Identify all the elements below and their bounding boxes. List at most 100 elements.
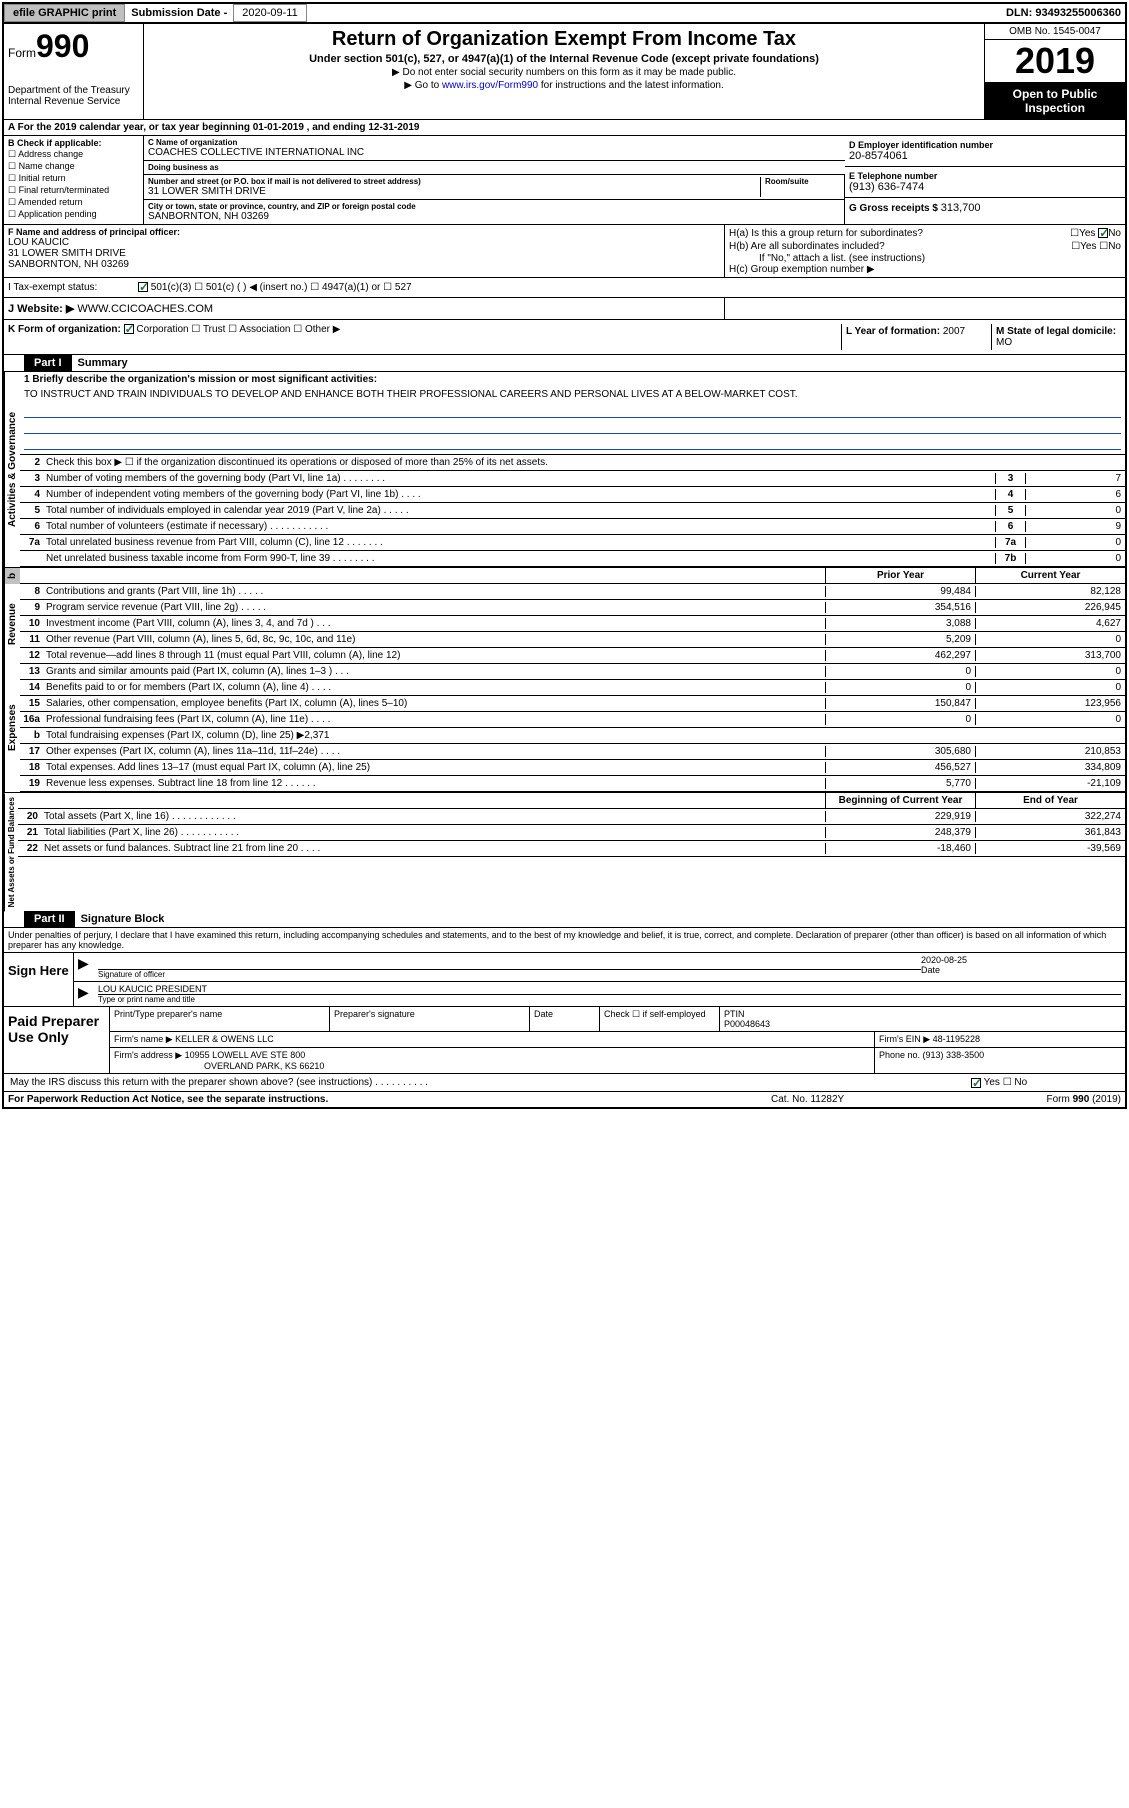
hc-block — [725, 298, 1125, 319]
sign-here-label: Sign Here — [4, 953, 74, 1006]
tax-year: 2019 — [985, 40, 1125, 83]
open-public-badge: Open to Public Inspection — [985, 83, 1125, 119]
summary-line: 16aProfessional fundraising fees (Part I… — [20, 712, 1125, 728]
tax-status-opt[interactable]: ☐ 4947(a)(1) or — [310, 282, 383, 293]
submission-date: 2020-09-11 — [233, 4, 306, 22]
efile-button[interactable]: efile GRAPHIC print — [4, 4, 125, 22]
summary-line: Net unrelated business taxable income fr… — [20, 551, 1125, 567]
summary-line: 12Total revenue—add lines 8 through 11 (… — [20, 648, 1125, 664]
paid-preparer-label: Paid Preparer Use Only — [4, 1007, 109, 1073]
mission-block: 1 Briefly describe the organization's mi… — [20, 372, 1125, 455]
officer-name: LOU KAUCIC — [8, 237, 720, 248]
summary-line: 17Other expenses (Part IX, column (A), l… — [20, 744, 1125, 760]
phone: (913) 636-7474 — [849, 181, 1121, 193]
summary-line: 18Total expenses. Add lines 13–17 (must … — [20, 760, 1125, 776]
firm-ein: 48-1195228 — [933, 1034, 980, 1044]
checkbox-b-item[interactable]: ☐ Address change — [8, 149, 139, 160]
year-headers: Prior Year Current Year — [20, 568, 1125, 584]
ptin: P00048643 — [724, 1019, 770, 1029]
form-org-opt[interactable]: ☐ Trust — [191, 324, 228, 335]
form-title: Return of Organization Exempt From Incom… — [148, 28, 980, 51]
arrow-icon: ▶ — [78, 984, 98, 1004]
section-b-checkboxes: B Check if applicable: ☐ Address change☐… — [4, 136, 144, 224]
dln: DLN: 93493255006360 — [1006, 7, 1125, 19]
mission-text: TO INSTRUCT AND TRAIN INDIVIDUALS TO DEV… — [24, 389, 1121, 400]
form-prefix: Form — [8, 46, 36, 60]
ein-block: D Employer identification number 20-8574… — [845, 136, 1125, 167]
declaration: Under penalties of perjury, I declare th… — [4, 928, 1125, 952]
summary-line: 6Total number of volunteers (estimate if… — [20, 519, 1125, 535]
summary-line: bTotal fundraising expenses (Part IX, co… — [20, 728, 1125, 744]
tax-status-opt[interactable]: 501(c)(3) — [138, 282, 194, 293]
org-name-block: C Name of organization COACHES COLLECTIV… — [144, 136, 845, 161]
summary-line: 14Benefits paid to or for members (Part … — [20, 680, 1125, 696]
section-h: H(a) Is this a group return for subordin… — [725, 225, 1125, 277]
netassets-label: Net Assets or Fund Balances — [4, 793, 18, 911]
website: WWW.CCICOACHES.COM — [77, 303, 213, 315]
form-subtitle: Under section 501(c), 527, or 4947(a)(1)… — [148, 53, 980, 65]
note-link: ▶ Go to www.irs.gov/Form990 for instruct… — [148, 80, 980, 91]
website-block: J Website: ▶ WWW.CCICOACHES.COM — [4, 298, 725, 319]
year-formation: L Year of formation: 2007 — [841, 324, 991, 350]
summary-line: 4Number of independent voting members of… — [20, 487, 1125, 503]
form-org-opt[interactable]: ☐ Association — [228, 324, 293, 335]
part2-header: Part II Signature Block — [4, 911, 1125, 928]
balance-headers: Beginning of Current Year End of Year — [18, 793, 1125, 809]
ein: 20-8574061 — [849, 150, 1121, 162]
summary-line: 3Number of voting members of the governi… — [20, 471, 1125, 487]
topbar: efile GRAPHIC print Submission Date - 20… — [4, 4, 1125, 24]
part1-header: Part I Summary — [4, 355, 1125, 372]
form-org-block: K Form of organization: Corporation ☐ Tr… — [8, 324, 841, 350]
checkbox-b-item[interactable]: ☐ Final return/terminated — [8, 185, 139, 196]
state-domicile: M State of legal domicile:MO — [991, 324, 1121, 350]
form-header: Form990 Department of the Treasury Inter… — [4, 24, 1125, 120]
hb-no-check — [1098, 228, 1108, 238]
officer-printed-name: LOU KAUCIC PRESIDENT — [98, 984, 1121, 994]
form-org-opt[interactable]: Corporation — [124, 324, 192, 335]
checkbox-b-item[interactable]: ☐ Initial return — [8, 173, 139, 184]
officer-block: F Name and address of principal officer:… — [4, 225, 725, 277]
org-name: COACHES COLLECTIVE INTERNATIONAL INC — [148, 147, 841, 158]
firm-phone: (913) 338-3500 — [923, 1050, 985, 1060]
checkbox-b-item[interactable]: ☐ Application pending — [8, 209, 139, 220]
street-addr: 31 LOWER SMITH DRIVE — [148, 186, 760, 197]
tax-status-row: I Tax-exempt status: 501(c)(3) ☐ 501(c) … — [4, 278, 1125, 298]
gross-receipts: G Gross receipts $ 313,700 — [845, 198, 1125, 218]
summary-line: 13Grants and similar amounts paid (Part … — [20, 664, 1125, 680]
dept-treasury: Department of the Treasury Internal Reve… — [8, 85, 139, 107]
firm-addr: 10955 LOWELL AVE STE 800 — [185, 1050, 306, 1060]
line-2: 2Check this box ▶ ☐ if the organization … — [20, 455, 1125, 471]
sig-date: 2020-08-25 — [921, 955, 1121, 965]
discuss-row: May the IRS discuss this return with the… — [4, 1074, 1125, 1092]
note-ssn: ▶ Do not enter social security numbers o… — [148, 67, 980, 78]
form-number: 990 — [36, 28, 89, 64]
tax-status-opt[interactable]: ☐ 501(c) ( ) ◀ (insert no.) — [194, 282, 310, 293]
summary-line: 8Contributions and grants (Part VIII, li… — [20, 584, 1125, 600]
irs-link[interactable]: www.irs.gov/Form990 — [442, 80, 538, 91]
row-a-period: A For the 2019 calendar year, or tax yea… — [4, 120, 1125, 136]
discuss-yes-check — [971, 1078, 981, 1088]
revenue-label: Revenue — [4, 584, 20, 664]
tax-status-opt[interactable]: ☐ 527 — [383, 282, 411, 293]
summary-line: 19Revenue less expenses. Subtract line 1… — [20, 776, 1125, 792]
expenses-label: Expenses — [4, 664, 20, 792]
summary-line: 10Investment income (Part VIII, column (… — [20, 616, 1125, 632]
arrow-icon: ▶ — [78, 955, 98, 979]
checkbox-b-item[interactable]: ☐ Name change — [8, 161, 139, 172]
firm-name: KELLER & OWENS LLC — [175, 1034, 274, 1044]
blank-b: b — [4, 568, 20, 584]
summary-line: 20Total assets (Part X, line 16) . . . .… — [18, 809, 1125, 825]
summary-line: 7aTotal unrelated business revenue from … — [20, 535, 1125, 551]
form-org-opt[interactable]: ☐ Other ▶ — [293, 324, 340, 335]
omb-number: OMB No. 1545-0047 — [985, 24, 1125, 40]
submission-label: Submission Date - — [125, 5, 233, 21]
dba-block: Doing business as — [144, 161, 845, 175]
summary-line: 22Net assets or fund balances. Subtract … — [18, 841, 1125, 857]
phone-block: E Telephone number (913) 636-7474 — [845, 167, 1125, 198]
summary-line: 21Total liabilities (Part X, line 26) . … — [18, 825, 1125, 841]
summary-line: 5Total number of individuals employed in… — [20, 503, 1125, 519]
summary-line: 15Salaries, other compensation, employee… — [20, 696, 1125, 712]
city-state-zip: SANBORNTON, NH 03269 — [148, 211, 840, 222]
footer: For Paperwork Reduction Act Notice, see … — [4, 1092, 1125, 1107]
checkbox-b-item[interactable]: ☐ Amended return — [8, 197, 139, 208]
